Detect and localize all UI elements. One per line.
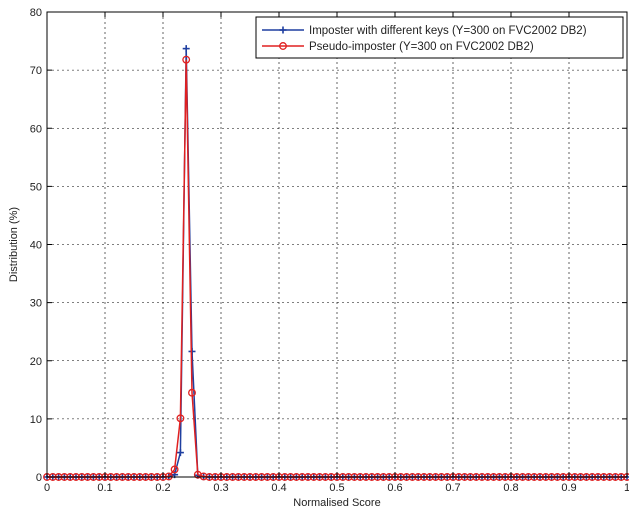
y-tick-label: 70 (30, 65, 42, 77)
y-tick-label: 80 (30, 7, 42, 19)
legend-label: Pseudo-imposter (Y=300 on FVC2002 DB2) (309, 41, 534, 53)
y-tick-label: 30 (30, 298, 42, 310)
data-point-circle (279, 42, 287, 50)
legend-box (255, 16, 624, 59)
x-tick-label: 0.7 (445, 482, 460, 494)
y-axis-label: Distribution (%) (8, 207, 20, 282)
x-tick-label: 0.9 (561, 482, 576, 494)
grid (47, 12, 627, 477)
legend-entry: Pseudo-imposter (Y=300 on FVC2002 DB2) (262, 41, 534, 53)
x-tick-label: 0.5 (329, 482, 344, 494)
tick-marks (46, 11, 628, 478)
x-tick-label: 1 (624, 482, 629, 494)
x-tick-label: 0.1 (97, 482, 112, 494)
legend-label: Imposter with different keys (Y=300 on F… (309, 25, 587, 37)
data-point-circle (199, 472, 208, 481)
x-tick-label: 0.4 (271, 482, 286, 494)
data-point-plus (182, 45, 190, 53)
y-tick-label: 20 (30, 356, 42, 368)
y-tick-label: 60 (30, 123, 42, 135)
data-point-circle (176, 414, 185, 423)
y-tick-label: 40 (30, 240, 42, 252)
x-axis-label: Normalised Score (293, 497, 380, 509)
data-point-plus (279, 26, 287, 34)
x-tick-label: 0 (44, 482, 50, 494)
legend-marker-plus (279, 26, 287, 34)
y-tick-labels: 0 10 20 30 40 50 60 70 80 (30, 7, 42, 484)
x-tick-labels: 0 0.1 0.2 0.3 0.4 0.5 0.6 0.7 0.8 0.9 1 (44, 482, 629, 494)
data-point-plus (176, 449, 184, 457)
data-point-circle (182, 55, 191, 64)
legend: Imposter with different keys (Y=300 on F… (255, 16, 624, 59)
x-tick-label: 0.2 (155, 482, 170, 494)
y-tick-label: 50 (30, 181, 42, 193)
y-tick-label: 0 (36, 472, 42, 484)
legend-entry: Imposter with different keys (Y=300 on F… (262, 25, 587, 37)
data-point-circle (170, 465, 179, 474)
legend-marker-circle (279, 42, 287, 50)
x-tick-label: 0.8 (503, 482, 518, 494)
data-point-circle (188, 388, 196, 397)
x-tick-label: 0.3 (213, 482, 228, 494)
data-point-circle (164, 472, 173, 481)
y-tick-label: 10 (30, 414, 42, 426)
x-tick-label: 0.6 (387, 482, 402, 494)
